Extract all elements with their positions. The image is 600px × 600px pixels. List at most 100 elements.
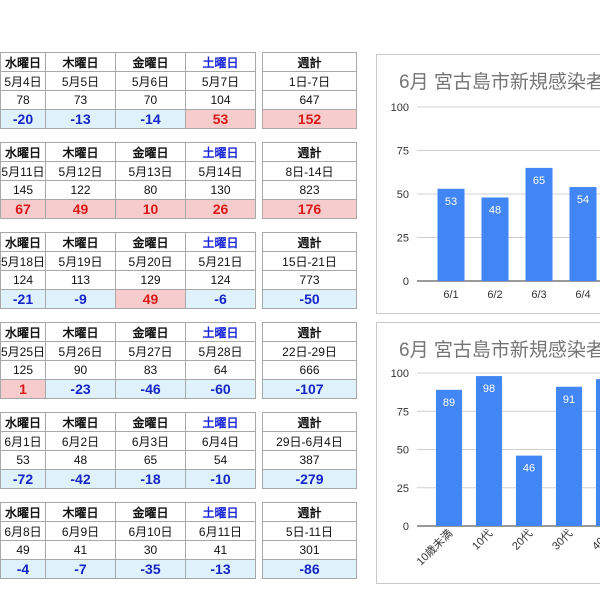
weekly-total-cell: 1日-7日 [262,71,357,91]
y-tick-label: 0 [403,276,409,288]
count-row: 53 48 65 54 387 [0,450,357,470]
day-cell: 5月13日 [115,161,186,181]
column-gap [256,162,263,181]
bar-value-label: 54 [577,194,589,206]
day-cell: 5月6日 [115,71,186,91]
weekly-total-cell: 387 [262,450,357,470]
bar [436,389,462,526]
day-cell: 70 [115,90,186,110]
diff-row: -4 -7 -35 -13 -86 [0,559,357,579]
day-diff-cell: 10 [115,199,186,219]
day-cell: 30 [115,540,186,560]
day-cell: 金曜日 [115,412,186,432]
count-row: 124 113 129 124 773 [0,270,358,290]
x-tick-label: 20代 [509,527,535,553]
day-cell: 水曜日 [0,322,47,342]
day-cell: 125 [0,360,47,380]
day-diff-cell: -60 [185,379,257,399]
column-gap [256,143,263,162]
weekday-header-row: 水曜日 木曜日 金曜日 土曜日 週計 [0,322,358,342]
column-gap [256,451,263,470]
x-tick-label: 6/3 [531,289,546,301]
column-gap [256,413,263,432]
bar [525,167,553,281]
date-row: 5月11日 5月12日 5月13日 5月14日 8日-14日 [0,161,357,181]
x-tick-label: 6/4 [575,289,590,301]
column-gap [256,200,263,219]
weekly-total-cell: 週計 [262,412,357,432]
date-row: 5月4日 5月5日 5月6日 5月7日 1日-7日 [0,71,357,91]
weekly-total-cell: 22日-29日 [262,341,358,361]
bar-value-label: 65 [533,175,545,187]
weekly-total-cell: 29日-6月4日 [262,431,357,451]
day-diff-cell: -21 [0,289,47,309]
date-row: 5月18日 5月19日 5月20日 5月21日 15日-21日 [0,251,358,271]
y-tick-label: 75 [397,146,409,158]
bar-value-label: 98 [483,383,495,395]
bar-value-label: 46 [523,463,535,475]
bar [516,455,542,526]
day-cell: 木曜日 [45,412,116,432]
week-table: 水曜日 木曜日 金曜日 土曜日 週計 5月25日 5月26日 5月27日 5月28日 22日-29… [0,322,358,399]
x-tick-label: 6/2 [487,289,502,301]
day-cell: 124 [185,270,257,290]
day-cell: 木曜日 [45,502,116,522]
chart-title: 6月 宮古島市新規感染者数 [399,72,600,93]
day-cell: 6月4日 [185,431,256,451]
day-cell: 5月26日 [45,341,117,361]
day-diff-cell: -6 [185,289,257,309]
y-tick-label: 75 [397,406,409,418]
day-cell: 129 [115,270,187,290]
day-cell: 48 [45,450,116,470]
day-diff-cell: -20 [0,109,46,129]
day-cell: 土曜日 [185,502,256,522]
date-row: 6月1日 6月2日 6月3日 6月4日 29日-6月4日 [0,431,357,451]
weekday-header-row: 水曜日 木曜日 金曜日 土曜日 週計 [0,502,357,522]
week-table: 水曜日 木曜日 金曜日 土曜日 週計 5月18日 5月19日 5月20日 5月21日 15日-21… [0,232,358,309]
weekly-total-cell: 週計 [262,52,357,72]
week-table: 水曜日 木曜日 金曜日 土曜日 週計 5月11日 5月12日 5月13日 5月14日 8日-14日… [0,142,357,219]
day-cell: 145 [0,180,46,200]
weekly-diff-cell: 152 [262,109,357,129]
y-tick-label: 25 [397,483,409,495]
x-tick-label: 6/1 [443,289,458,301]
weekday-header-row: 水曜日 木曜日 金曜日 土曜日 週計 [0,52,357,72]
weekly-total-cell: 5日-11日 [262,521,357,541]
day-diff-cell: -4 [0,559,46,579]
column-gap [256,91,263,110]
day-diff-cell: 49 [45,199,116,219]
weekday-header-row: 水曜日 木曜日 金曜日 土曜日 週計 [0,412,357,432]
count-row: 49 41 30 41 301 [0,540,357,560]
column-gap [256,110,263,129]
column-gap [256,233,263,252]
day-cell: 木曜日 [45,232,117,252]
day-cell: 49 [0,540,46,560]
day-cell: 113 [45,270,117,290]
day-cell: 水曜日 [0,52,46,72]
column-gap [256,181,263,200]
day-cell: 65 [115,450,186,470]
day-cell: 土曜日 [185,52,256,72]
column-gap [256,470,263,489]
day-cell: 104 [185,90,256,110]
day-diff-cell: 26 [185,199,256,219]
day-cell: 5月27日 [115,341,187,361]
day-diff-cell: -35 [115,559,186,579]
weekly-total-cell: 301 [262,540,357,560]
weekly-total-cell: 666 [262,360,358,380]
bar [556,386,582,526]
column-gap [256,560,263,579]
date-row: 5月25日 5月26日 5月27日 5月28日 22日-29日 [0,341,358,361]
day-cell: 木曜日 [45,322,117,342]
bar [476,376,502,526]
column-gap [256,522,263,541]
day-cell: 130 [185,180,256,200]
day-diff-cell: -10 [185,469,256,489]
day-cell: 土曜日 [185,232,257,252]
day-cell: 124 [0,270,47,290]
day-diff-cell: -23 [45,379,117,399]
day-cell: 水曜日 [0,232,47,252]
weekly-total-cell: 15日-21日 [262,251,358,271]
day-cell: 5月25日 [0,341,47,361]
